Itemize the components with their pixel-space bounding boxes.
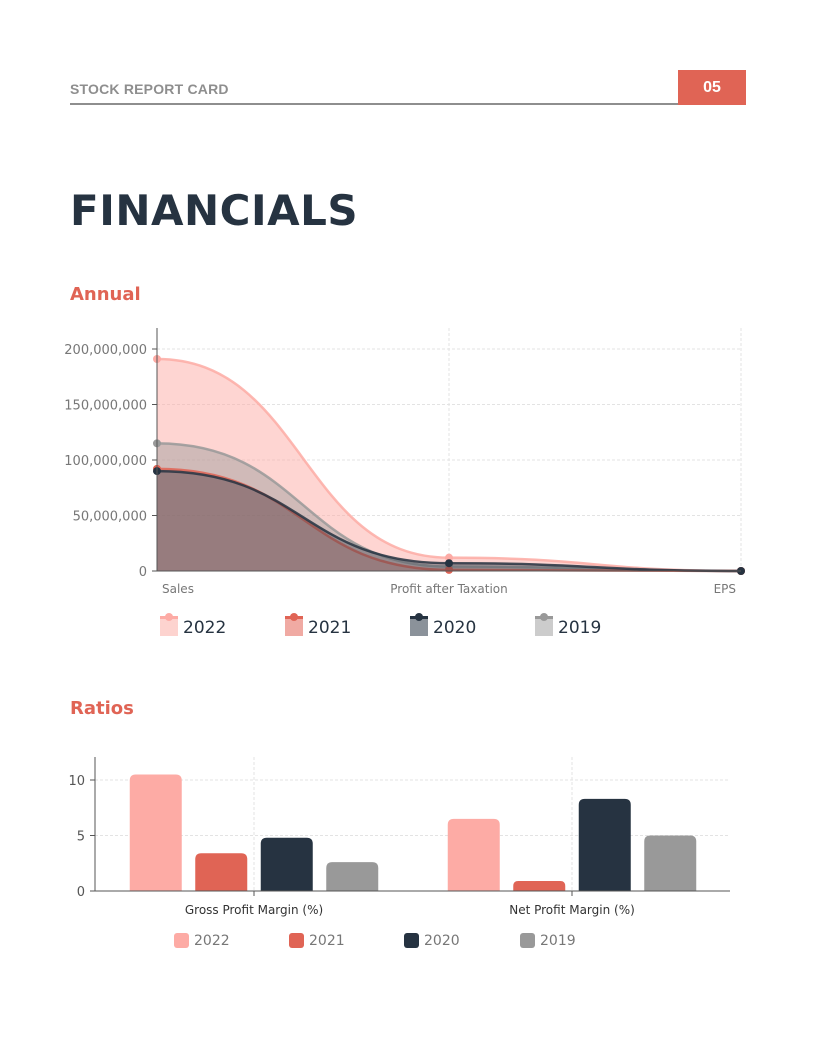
x-category-label: Net Profit Margin (%) xyxy=(509,903,635,917)
page-header: STOCK REPORT CARD 05 xyxy=(70,70,746,106)
y-tick-label: 10 xyxy=(68,774,85,789)
annual-section-title: Annual xyxy=(70,284,141,305)
data-point[interactable] xyxy=(445,559,453,568)
ratios-section-title: Ratios xyxy=(70,698,134,719)
x-category-label: Sales xyxy=(162,582,194,596)
area-series-2019 xyxy=(157,443,741,571)
data-point[interactable] xyxy=(445,565,453,574)
legend-item-2022[interactable]: 2022 xyxy=(174,933,230,949)
bar-2020[interactable] xyxy=(260,837,313,891)
y-tick-label: 150,000,000 xyxy=(64,399,147,414)
area-series-2021 xyxy=(157,468,741,571)
y-tick-label: 0 xyxy=(139,565,147,580)
legend-label: 2020 xyxy=(424,933,460,949)
legend-item-2019[interactable]: 2019 xyxy=(520,933,576,949)
area-series-2020 xyxy=(157,471,741,571)
page-number-badge: 05 xyxy=(678,70,746,105)
y-tick-label: 5 xyxy=(77,830,85,845)
legend-label: 2022 xyxy=(194,933,230,949)
bar-2022[interactable] xyxy=(447,818,500,891)
y-tick-label: 100,000,000 xyxy=(64,454,147,469)
legend-label: 2019 xyxy=(558,618,601,638)
x-category-label: Profit after Taxation xyxy=(390,582,507,596)
x-category-label: EPS xyxy=(714,582,736,596)
legend-label: 2021 xyxy=(308,618,351,638)
bar-2021[interactable] xyxy=(513,881,566,891)
page-title: FINANCIALS xyxy=(70,186,359,235)
legend-item-2021[interactable]: 2021 xyxy=(289,933,345,949)
legend-label: 2019 xyxy=(540,933,576,949)
y-tick-label: 200,000,000 xyxy=(64,343,147,358)
legend-label: 2022 xyxy=(183,618,226,638)
bar-2019[interactable] xyxy=(326,862,379,891)
legend-item-2022[interactable]: 2022 xyxy=(160,613,226,638)
legend-item-2020[interactable]: 2020 xyxy=(410,613,476,638)
bar-2022[interactable] xyxy=(129,774,182,891)
legend-item-2021[interactable]: 2021 xyxy=(285,613,351,638)
report-title: STOCK REPORT CARD xyxy=(70,81,229,97)
header-divider xyxy=(70,103,678,105)
bar-2020[interactable] xyxy=(578,798,631,891)
x-category-label: Gross Profit Margin (%) xyxy=(185,903,323,917)
y-tick-label: 0 xyxy=(77,885,85,900)
legend-label: 2021 xyxy=(309,933,345,949)
legend-item-2019[interactable]: 2019 xyxy=(535,613,601,638)
legend-item-2020[interactable]: 2020 xyxy=(404,933,460,949)
data-point[interactable] xyxy=(445,553,453,562)
bar-2021[interactable] xyxy=(195,853,248,891)
bar-2019[interactable] xyxy=(644,835,697,892)
y-tick-label: 50,000,000 xyxy=(73,510,147,525)
annual-area-chart: 0 50,000,000 100,000,000 150,000,000 200,000… xyxy=(64,328,745,638)
legend-label: 2020 xyxy=(433,618,476,638)
